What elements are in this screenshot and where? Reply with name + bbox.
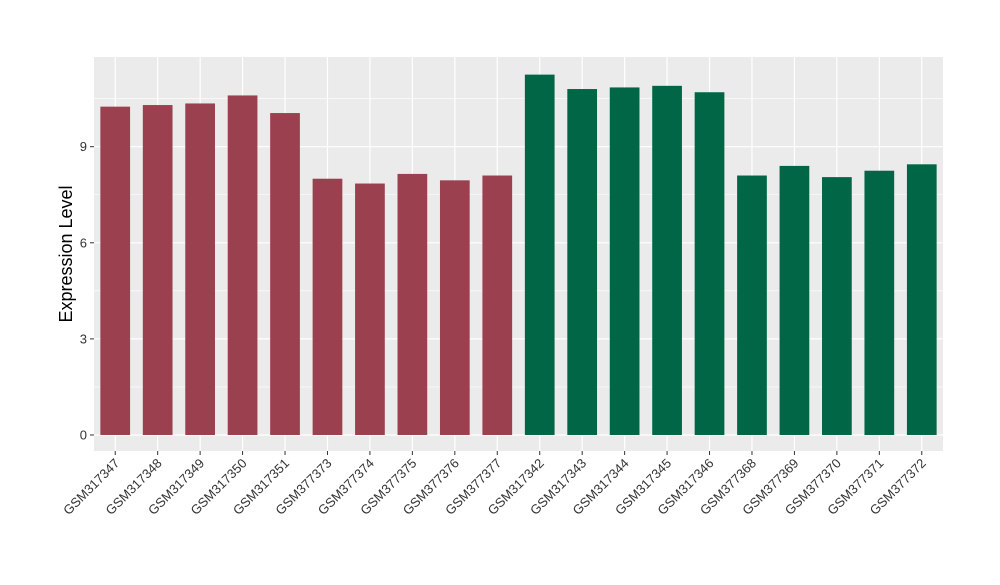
- y-axis: 0 3 6 9: [80, 139, 94, 442]
- y-axis-title: Expression Level: [56, 185, 76, 322]
- bar-GSM377374: [355, 183, 385, 435]
- bar-GSM317350: [227, 95, 258, 435]
- bar-GSM377368: [737, 175, 767, 435]
- bar-GSM377373: [312, 178, 343, 435]
- bar-GSM377372: [906, 164, 937, 435]
- bar-GSM377371: [864, 170, 895, 435]
- bar-GSM377369: [779, 165, 810, 435]
- x-axis: GSM317347GSM317348GSM317349GSM317350GSM3…: [60, 451, 929, 518]
- bar-GSM317348: [142, 105, 173, 435]
- bar-GSM377376: [439, 180, 470, 435]
- plot-panel: [94, 57, 943, 451]
- bar-GSM377375: [397, 173, 428, 435]
- y-tick-label: 6: [80, 235, 87, 250]
- bar-GSM317343: [567, 89, 598, 435]
- bars: [100, 74, 937, 435]
- bar-GSM317347: [100, 106, 131, 435]
- bar-GSM317344: [609, 87, 640, 435]
- bar-GSM377377: [482, 175, 513, 435]
- bar-GSM317342: [524, 74, 555, 435]
- bar-GSM317351: [270, 113, 300, 435]
- y-tick-label: 0: [80, 427, 87, 442]
- bar-GSM317346: [694, 92, 725, 435]
- bar-GSM377370: [822, 177, 852, 435]
- bar-GSM317345: [652, 85, 682, 435]
- y-tick-label: 3: [80, 331, 87, 346]
- y-tick-label: 9: [80, 139, 87, 154]
- bar-GSM317349: [185, 103, 215, 435]
